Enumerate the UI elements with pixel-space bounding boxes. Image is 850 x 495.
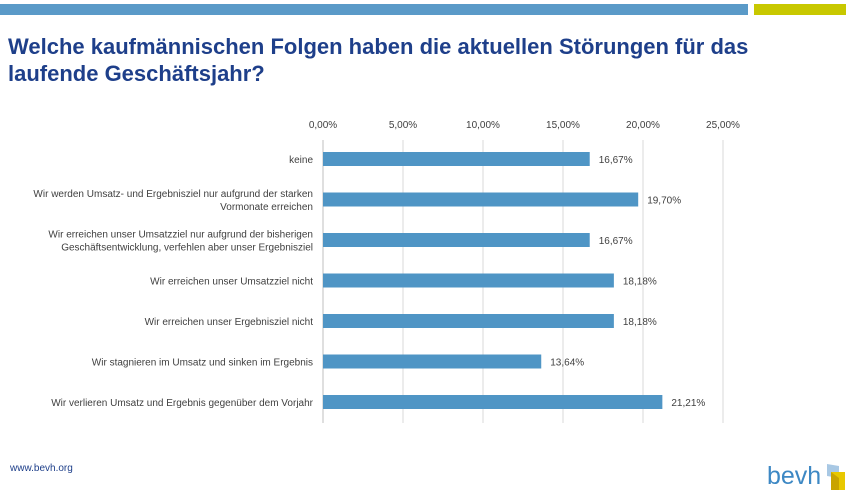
x-tick-label: 0,00% xyxy=(309,120,337,131)
x-tick-label: 15,00% xyxy=(546,120,580,131)
logo-emblem-shade xyxy=(831,472,839,490)
category-label: Wir erreichen unser Umsatzziel nur aufgr… xyxy=(48,230,313,241)
top-accent-bar-lime xyxy=(754,4,846,15)
bar xyxy=(323,192,639,207)
x-tick-label: 25,00% xyxy=(706,120,740,131)
category-label: Wir erreichen unser Umsatzziel nicht xyxy=(150,277,313,288)
value-label: 13,64% xyxy=(550,358,584,369)
category-label: Vormonate erreichen xyxy=(220,202,313,213)
category-label: keine xyxy=(289,155,313,166)
bar xyxy=(323,233,590,247)
footer-url[interactable]: www.bevh.org xyxy=(10,463,73,474)
bar xyxy=(323,273,614,288)
bar xyxy=(323,395,663,409)
category-label: Wir stagnieren im Umsatz und sinken im E… xyxy=(92,358,313,369)
bar xyxy=(323,354,542,369)
x-tick-label: 20,00% xyxy=(626,120,660,131)
value-label: 16,67% xyxy=(599,236,633,247)
bar xyxy=(323,314,614,328)
value-label: 18,18% xyxy=(623,317,657,328)
bevh-logo: bevh xyxy=(767,462,845,490)
value-label: 18,18% xyxy=(623,277,657,288)
logo-wordmark: bevh xyxy=(767,462,821,490)
bar xyxy=(323,152,590,166)
value-label: 16,67% xyxy=(599,155,633,166)
category-label: Wir werden Umsatz- und Ergebnisziel nur … xyxy=(33,189,313,200)
x-tick-label: 5,00% xyxy=(389,120,417,131)
category-label: Wir verlieren Umsatz und Ergebnis gegenü… xyxy=(51,398,313,409)
category-label: Wir erreichen unser Ergebnisziel nicht xyxy=(145,317,314,328)
top-accent-bar-blue xyxy=(0,4,748,15)
value-label: 21,21% xyxy=(671,398,705,409)
category-label: Geschäftsentwicklung, verfehlen aber uns… xyxy=(61,243,313,254)
value-label: 19,70% xyxy=(647,196,681,207)
x-tick-label: 10,00% xyxy=(466,120,500,131)
page-title: Welche kaufmännischen Folgen haben die a… xyxy=(8,34,749,86)
